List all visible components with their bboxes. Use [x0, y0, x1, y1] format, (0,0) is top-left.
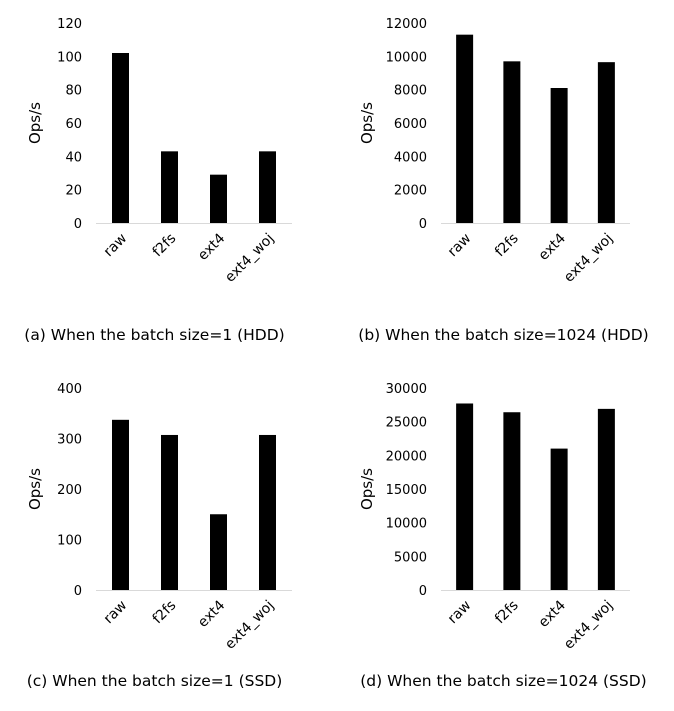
chart-panel-c: 0 100 200 300 400 Ops/s raw f2fs ext4 ext4_woj (c… [0, 356, 337, 711]
x-category-label: ext4_woj [561, 598, 616, 653]
y-tick-label: 80 [65, 84, 82, 99]
y-tick-label: 6000 [394, 117, 427, 132]
x-category-label: raw [445, 598, 475, 628]
x-category-label: raw [445, 231, 475, 261]
y-tick-label: 60 [65, 117, 82, 132]
y-tick-label: 100 [57, 50, 82, 65]
bar-ext4_woj [597, 408, 615, 590]
chart-panel-a: 0 20 40 60 80 100 120 Ops/s raw f2fs ext4 ext4_woj … [0, 0, 337, 356]
x-category-label: ext4_woj [222, 231, 277, 286]
y-tick-label: 10000 [386, 50, 427, 65]
y-tick-label: 400 [57, 382, 82, 397]
y-tick-label: 40 [65, 150, 82, 165]
x-category-label: ext4 [195, 230, 228, 263]
y-tick-label: 15000 [386, 483, 427, 498]
bar-ext4 [210, 174, 227, 223]
y-tick-label: 0 [419, 584, 427, 599]
bar-f2fs [161, 434, 178, 590]
y-tick-label: 20000 [386, 449, 427, 464]
y-tick-label: 30000 [386, 382, 427, 397]
y-tick-label: 0 [74, 584, 82, 599]
chart-d-caption: (d) When the batch size=1024 (SSD) [360, 672, 647, 690]
y-tick-label: 0 [74, 217, 82, 232]
y-tick-label: 20 [65, 184, 82, 199]
x-category-label: raw [101, 598, 131, 628]
bar-ext4 [210, 514, 227, 590]
chart-d: 0 5000 10000 15000 20000 25000 30000 Ops/s raw f2… [358, 382, 630, 653]
y-tick-label: 12000 [386, 17, 427, 32]
x-category-label: raw [101, 231, 131, 261]
y-tick-label: 200 [57, 483, 82, 498]
y-tick-label: 8000 [394, 84, 427, 99]
bar-raw [112, 419, 129, 590]
chart-a-caption: (a) When the batch size=1 (HDD) [24, 326, 285, 344]
y-tick-label: 0 [419, 217, 427, 232]
bar-ext4_woj [597, 62, 615, 223]
bar-ext4_woj [259, 151, 276, 223]
chart-b-caption: (b) When the batch size=1024 (HDD) [358, 326, 649, 344]
chart-panel-d: 0 5000 10000 15000 20000 25000 30000 Ops/s raw f2… [337, 356, 674, 711]
bar-ext4_woj [259, 434, 276, 590]
x-category-label: f2fs [492, 598, 522, 628]
x-category-label: ext4 [536, 230, 569, 263]
bar-f2fs [503, 61, 521, 224]
bar-f2fs [503, 412, 521, 590]
y-tick-label: 2000 [394, 184, 427, 199]
y-tick-label: 300 [57, 433, 82, 448]
x-category-label: ext4_woj [561, 231, 616, 286]
y-axis-label: Ops/s [26, 102, 44, 144]
bar-f2fs [161, 151, 178, 223]
y-tick-label: 4000 [394, 150, 427, 165]
bar-ext4 [550, 448, 568, 590]
y-tick-label: 100 [57, 534, 82, 549]
y-axis-label: Ops/s [358, 102, 376, 144]
chart-panel-b: 0 2000 4000 6000 8000 10000 12000 Ops/s raw f2fs e… [337, 0, 674, 356]
bar-ext4 [550, 88, 568, 223]
x-category-label: ext4 [195, 597, 228, 630]
x-category-label: ext4_woj [222, 598, 277, 653]
y-tick-label: 10000 [386, 517, 427, 532]
y-axis-label: Ops/s [358, 468, 376, 510]
bar-raw [456, 34, 474, 223]
bar-raw [112, 53, 129, 223]
y-tick-label: 25000 [386, 416, 427, 431]
y-tick-label: 120 [57, 17, 82, 32]
y-axis-label: Ops/s [26, 468, 44, 510]
bar-raw [456, 403, 474, 590]
chart-c-caption: (c) When the batch size=1 (SSD) [26, 672, 283, 690]
x-category-label: ext4 [536, 597, 569, 630]
x-category-label: f2fs [150, 598, 180, 628]
y-tick-label: 5000 [394, 550, 427, 565]
x-category-label: f2fs [150, 231, 180, 261]
chart-b: 0 2000 4000 6000 8000 10000 12000 Ops/s raw f2fs e… [358, 17, 630, 286]
x-category-label: f2fs [492, 231, 522, 261]
